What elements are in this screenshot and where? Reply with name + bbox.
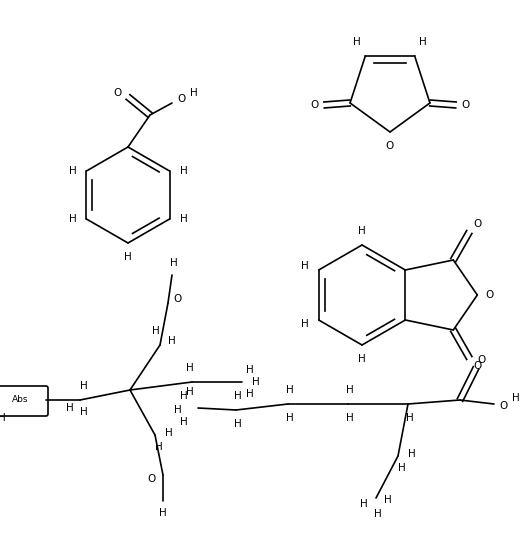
Text: H: H — [354, 37, 361, 47]
Text: O: O — [500, 401, 508, 411]
Text: H: H — [80, 381, 88, 391]
Text: Abs: Abs — [12, 395, 28, 405]
Text: H: H — [286, 413, 294, 423]
Text: H: H — [174, 405, 182, 415]
Text: H: H — [68, 166, 76, 176]
Text: O: O — [114, 88, 122, 98]
Text: O: O — [310, 100, 318, 110]
Text: H: H — [384, 495, 392, 505]
Text: H: H — [180, 214, 188, 224]
Text: O: O — [485, 290, 493, 300]
Text: H: H — [398, 463, 406, 473]
Text: H: H — [406, 413, 414, 423]
Text: H: H — [165, 428, 173, 438]
Text: H: H — [180, 391, 188, 401]
Text: H: H — [346, 413, 354, 423]
Text: H: H — [159, 508, 167, 518]
Text: O: O — [386, 141, 394, 151]
Text: H: H — [374, 509, 382, 519]
Text: O: O — [473, 361, 481, 371]
Text: H: H — [358, 354, 366, 364]
Text: H: H — [180, 166, 188, 176]
Text: O: O — [147, 474, 155, 484]
Text: H: H — [512, 393, 520, 403]
Text: H: H — [0, 413, 6, 423]
Text: H: H — [234, 391, 242, 401]
Text: O: O — [478, 355, 486, 365]
Text: H: H — [286, 385, 294, 395]
Text: O: O — [177, 94, 185, 104]
Text: H: H — [301, 319, 308, 329]
Text: H: H — [180, 417, 188, 427]
Text: O: O — [174, 294, 182, 304]
Text: H: H — [234, 419, 242, 429]
Text: H: H — [186, 363, 194, 373]
Text: H: H — [66, 403, 74, 413]
Text: H: H — [360, 499, 368, 509]
Text: H: H — [124, 252, 132, 262]
Text: H: H — [152, 326, 160, 336]
Text: H: H — [246, 365, 254, 375]
Text: H: H — [68, 214, 76, 224]
Text: H: H — [408, 449, 416, 459]
Text: O: O — [473, 219, 481, 229]
Text: H: H — [358, 226, 366, 236]
Text: H: H — [155, 442, 163, 452]
Text: H: H — [419, 37, 427, 47]
FancyBboxPatch shape — [0, 386, 48, 416]
Text: H: H — [346, 385, 354, 395]
Text: H: H — [186, 387, 194, 397]
Text: H: H — [170, 258, 178, 268]
Text: H: H — [80, 407, 88, 417]
Text: H: H — [301, 261, 308, 271]
Text: H: H — [252, 377, 260, 387]
Text: H: H — [246, 389, 254, 399]
Text: O: O — [462, 100, 470, 110]
Text: H: H — [168, 336, 176, 346]
Text: H: H — [190, 88, 198, 98]
